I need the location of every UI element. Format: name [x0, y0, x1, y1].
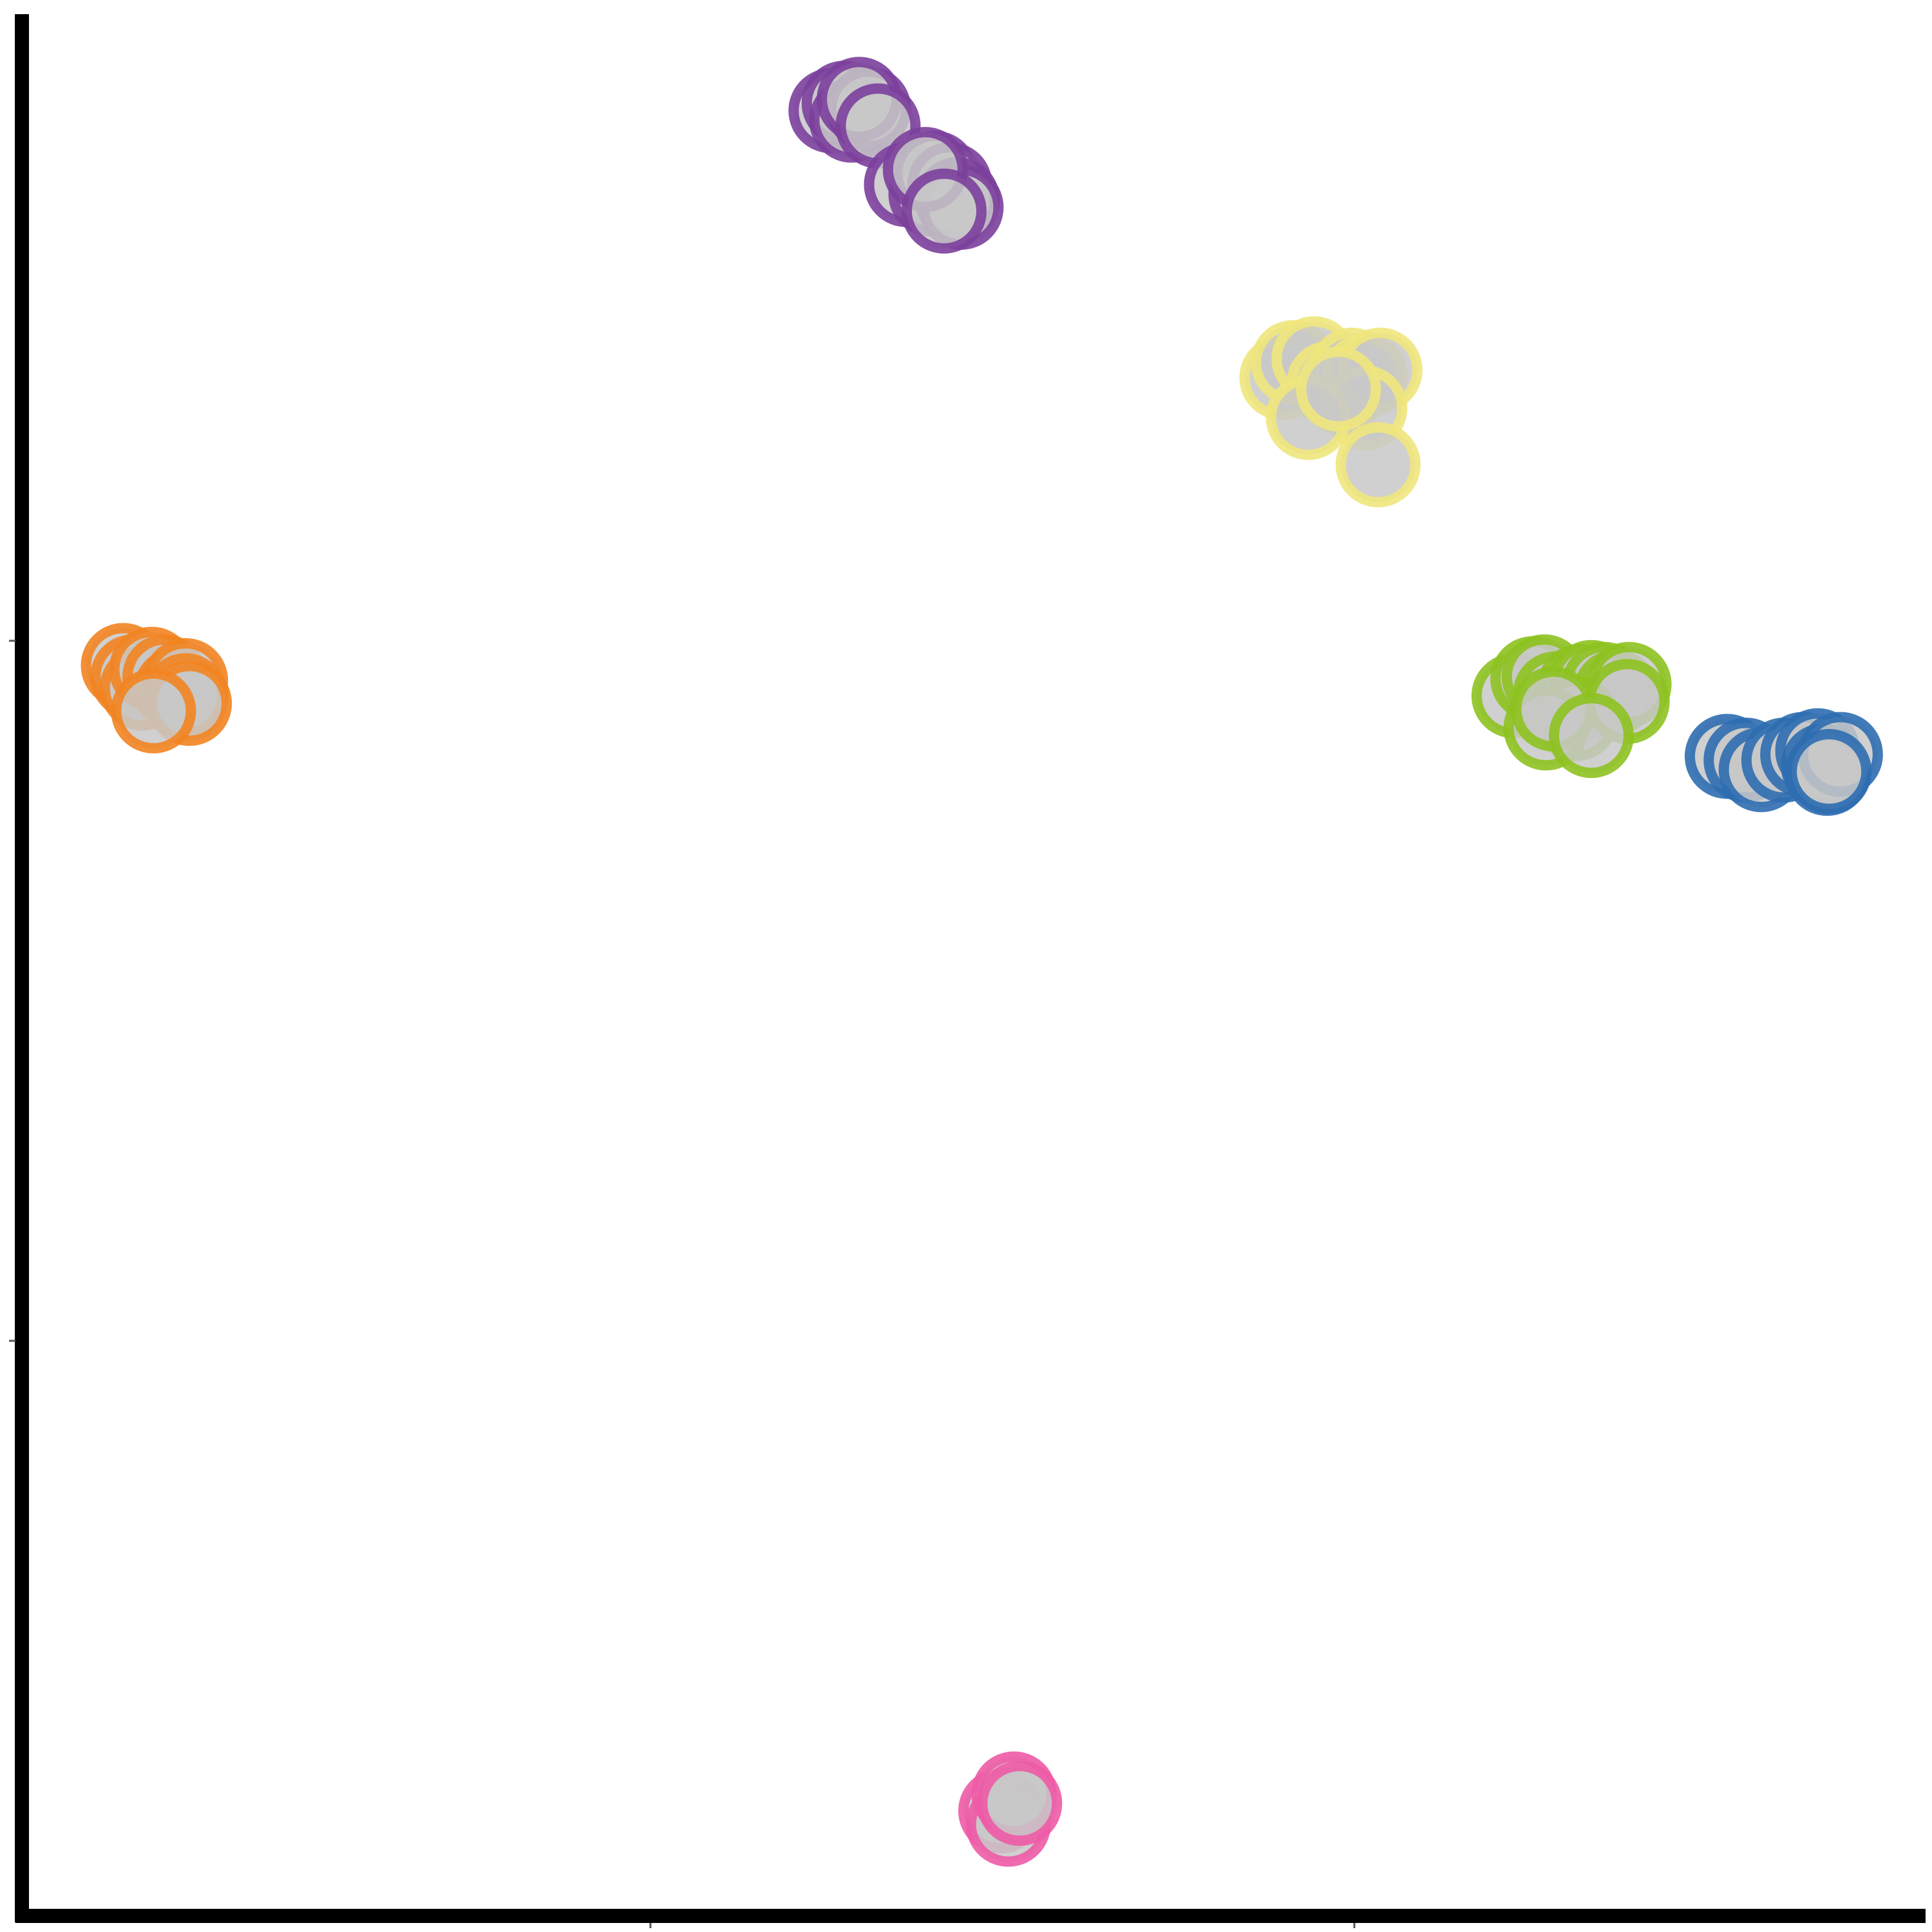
scatter-point — [1786, 729, 1872, 814]
scatter-point — [902, 168, 987, 254]
scatter-point — [1335, 422, 1421, 507]
axes — [9, 14, 1926, 1928]
scatter-point — [111, 668, 196, 753]
scatter-point — [1549, 693, 1634, 779]
plot-area — [80, 57, 1883, 1867]
scatter-point — [977, 1761, 1063, 1846]
scatter-point — [1296, 346, 1381, 432]
